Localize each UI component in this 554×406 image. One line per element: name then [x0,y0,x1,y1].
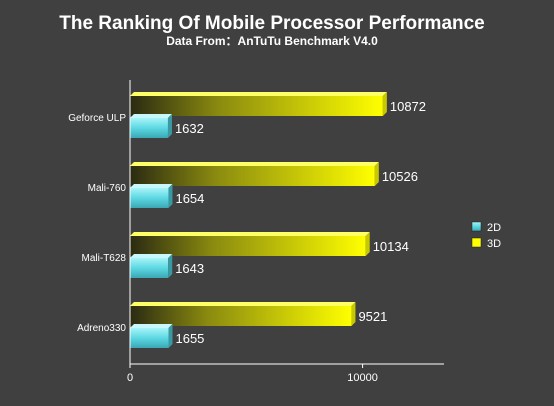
data-label-2d: 1632 [175,121,204,136]
bar-3d [130,306,352,326]
category-label: Mali-T628 [82,253,127,264]
bar-2d-top-face [130,184,173,188]
bar-3d [130,96,383,116]
legend-label-3d: 3D [487,238,501,250]
bar-3d [130,236,366,256]
bar-3d-top-face [130,92,387,96]
bar-2d-side-face [168,254,173,278]
bar-2d-side-face [168,184,173,208]
bar-3d-top-face [130,162,379,166]
bar-2d [130,258,169,278]
x-tick-label: 0 [127,372,133,384]
category-label: Adreno330 [77,323,126,334]
bar-3d-top-face [130,302,356,306]
data-label-2d: 1655 [175,331,204,346]
bar-2d-top-face [130,114,172,118]
bar-2d-side-face [168,324,173,348]
x-tick-label: 10000 [347,372,378,384]
data-label-3d: 10134 [373,239,409,254]
legend-swatch-2d [471,221,482,232]
bar-3d-top-face [130,232,370,236]
bar-2d [130,118,168,138]
bar-3d-side-face [351,302,356,326]
data-label-3d: 10872 [390,99,426,114]
legend-label-2d: 2D [487,222,501,234]
data-label-3d: 10526 [382,169,418,184]
data-label-3d: 9521 [358,309,387,324]
bar-3d-side-face [382,92,387,116]
data-label-2d: 1654 [175,191,204,206]
legend-swatch-3d [471,237,482,248]
bar-2d-side-face [167,114,172,138]
bar-2d-top-face [130,324,173,328]
bar-3d-side-face [365,232,370,256]
category-label: Geforce ULP [68,113,126,124]
chart-subtitle: Data From：AnTuTu Benchmark V4.0 [166,34,378,48]
data-label-2d: 1643 [175,261,204,276]
bar-3d-side-face [374,162,379,186]
category-label: Mali-760 [88,183,127,194]
bar-2d [130,328,169,348]
bar-2d-top-face [130,254,173,258]
bar-2d [130,188,169,208]
bar-3d [130,166,375,186]
chart-title: The Ranking Of Mobile Processor Performa… [59,13,485,34]
